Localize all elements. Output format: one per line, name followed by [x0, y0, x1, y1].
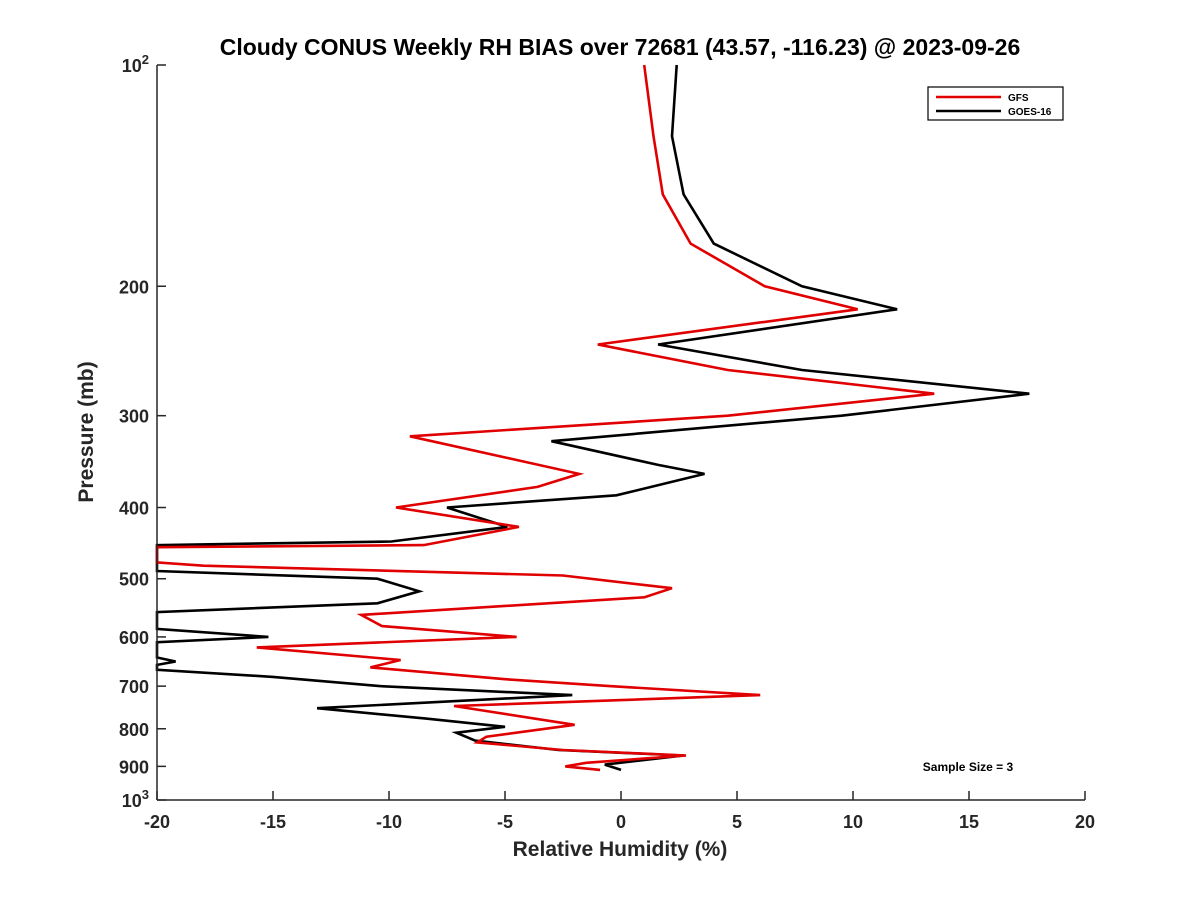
x-tick-label: 20 — [1075, 812, 1095, 832]
y-tick-label: 103 — [122, 787, 149, 811]
y-tick-label: 900 — [119, 757, 149, 777]
y-tick-label: 400 — [119, 499, 149, 519]
y-axis-label: Pressure (mb) — [75, 361, 98, 502]
y-tick-label-exponent: 2 — [142, 52, 149, 67]
y-tick-label-base: 10 — [122, 56, 142, 76]
legend-box — [927, 86, 1064, 121]
axes: -20 -15 -10 -5 0 5 10 15 20102200300400500600700… — [119, 52, 1095, 832]
x-tick-label: 10 — [843, 812, 863, 832]
y-tick-label: 300 — [119, 407, 149, 427]
y-tick-label: 700 — [119, 677, 149, 697]
sample-size-annotation: Sample Size = 3 — [923, 760, 1014, 774]
x-tick-label: -20 — [144, 812, 170, 832]
series-line-gfs — [155, 64, 935, 772]
x-tick-label: 0 — [616, 812, 626, 832]
series-layer — [155, 64, 1030, 772]
x-tick-label: -5 — [497, 812, 513, 832]
y-tick-label-base: 10 — [122, 791, 142, 811]
x-tick-label: 15 — [959, 812, 979, 832]
x-tick-label: 5 — [732, 812, 742, 832]
y-tick-label: 102 — [122, 52, 149, 76]
y-tick-label: 800 — [119, 720, 149, 740]
y-tick-label-exponent: 3 — [142, 787, 149, 802]
x-axis-label: Relative Humidity (%) — [513, 838, 728, 861]
x-tick-label: -15 — [260, 812, 286, 832]
series-line-goes-16 — [155, 64, 1030, 772]
legend-label: GFS — [1008, 93, 1029, 104]
y-tick-label: 600 — [119, 628, 149, 648]
x-tick-label: -10 — [376, 812, 402, 832]
legend: GFS GOES-16 — [927, 86, 1064, 121]
legend-label: GOES-16 — [1008, 107, 1052, 118]
y-tick-label: 200 — [119, 277, 149, 297]
y-tick-label: 500 — [119, 570, 149, 590]
chart-title: Cloudy CONUS Weekly RH BIAS over 72681 (… — [220, 34, 1021, 60]
